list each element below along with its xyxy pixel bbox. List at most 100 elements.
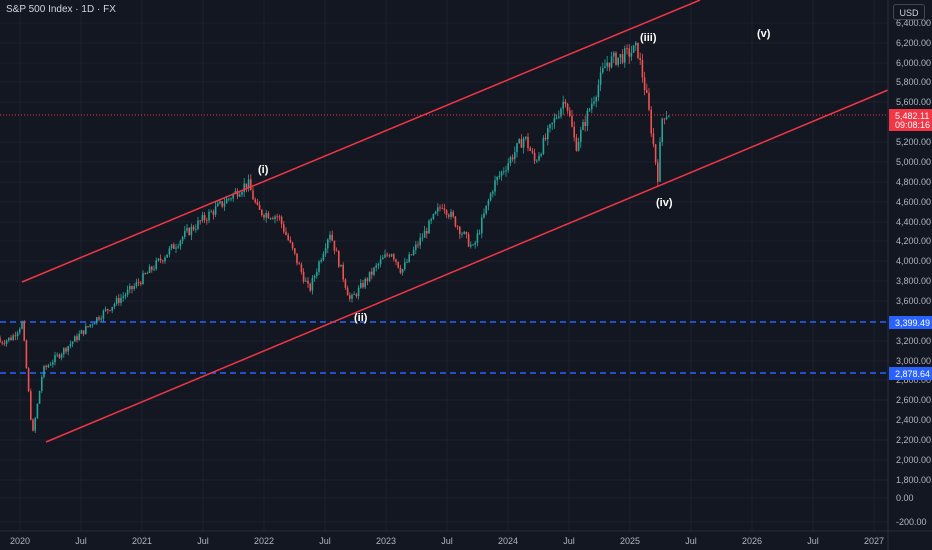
candle-body: [463, 231, 465, 234]
price-axis[interactable]: 6,400.00 6,200.00 6,000.00 5,800.00 5,600.00…: [896, 18, 931, 527]
current-price-value: 5,482.11: [895, 111, 929, 121]
candle-body: [668, 116, 670, 118]
candle-body: [586, 110, 589, 126]
candle-body: [498, 175, 501, 177]
candle-body: [492, 191, 494, 194]
wave-label-5[interactable]: (v): [757, 28, 771, 40]
candle-body: [481, 217, 483, 234]
candle-body: [650, 109, 652, 134]
candle-body: [340, 264, 342, 267]
candle-body: [461, 233, 463, 235]
candle-body: [43, 366, 45, 378]
countdown-value: 09:08:16: [895, 120, 930, 130]
candle-body: [635, 42, 637, 46]
candle-body: [338, 250, 340, 267]
candle-body: [111, 306, 113, 311]
candle-body: [311, 278, 314, 291]
time-tick-label: Jul: [441, 536, 453, 546]
candle-body: [179, 240, 182, 247]
candle-body: [228, 198, 230, 200]
candle-body: [287, 234, 289, 240]
wave-label-2[interactable]: (ii): [354, 312, 368, 324]
wave-label-1[interactable]: (i): [258, 164, 269, 176]
candle-body: [197, 220, 199, 229]
candle-body: [247, 179, 250, 188]
candle-body: [243, 183, 245, 192]
candle-body: [652, 133, 655, 145]
candle-body: [175, 247, 177, 249]
candle-body: [540, 153, 542, 156]
candle-body: [494, 180, 496, 192]
candle-body: [203, 215, 206, 220]
candle-body: [360, 283, 362, 288]
candle-body: [558, 116, 560, 118]
wave-label-4[interactable]: (iv): [656, 197, 673, 209]
candle-body: [47, 365, 50, 368]
candle-body: [93, 323, 96, 325]
wave-label-3[interactable]: (iii): [640, 32, 657, 44]
candle-body: [87, 326, 89, 327]
candle-body: [32, 419, 34, 431]
candle-body: [109, 310, 111, 311]
price-tick-label: 5,600.00: [896, 97, 931, 107]
candle-body: [599, 72, 602, 85]
price-tick-label: 2,000.00: [896, 455, 931, 465]
time-tick-label: 2020: [10, 536, 30, 546]
candle-body: [166, 254, 168, 258]
candle-body: [520, 139, 523, 148]
candle-body: [509, 157, 512, 164]
candle-body: [353, 294, 355, 296]
candle-body: [639, 58, 641, 60]
candle-body: [373, 267, 375, 275]
candle-body: [195, 228, 197, 230]
candle-body: [503, 171, 505, 173]
candle-body: [364, 278, 366, 288]
candle-body: [465, 231, 468, 235]
candle-body: [511, 157, 514, 160]
candle-body: [417, 244, 419, 246]
candle-body: [76, 336, 78, 340]
candle-body: [445, 210, 448, 215]
channel-upper-line[interactable]: [21, 0, 701, 283]
candle-body: [430, 219, 432, 221]
candle-body: [54, 355, 56, 363]
time-tick-label: Jul: [563, 536, 575, 546]
candle-body: [549, 124, 551, 129]
time-tick-label: Jul: [319, 536, 331, 546]
candle-body: [157, 258, 160, 261]
candle-body: [91, 324, 94, 326]
candle-body: [41, 377, 43, 391]
price-tick-label: 3,800.00: [896, 276, 931, 286]
time-axis[interactable]: 2020 Jul 2021 Jul 2022 Jul 2023 Jul 2024 Jul 2025 J…: [10, 536, 884, 546]
candle-body: [522, 138, 525, 148]
currency-button[interactable]: USD: [893, 4, 925, 20]
candle-body: [351, 294, 353, 299]
candle-body: [232, 193, 234, 199]
candle-body: [280, 216, 283, 225]
candle-body: [386, 254, 388, 256]
price-tick-label: -200.00: [896, 517, 927, 527]
level-high-value: 3,399.49: [895, 318, 930, 328]
candle-body: [439, 207, 441, 209]
candle-body: [397, 261, 399, 268]
price-tick-label: 4,200.00: [896, 236, 931, 246]
candle-body: [302, 271, 305, 282]
candle-body: [300, 264, 303, 272]
candle-body: [536, 160, 538, 162]
candle-body: [395, 259, 397, 262]
candle-body: [14, 335, 17, 337]
channel-lower-line[interactable]: [45, 89, 889, 443]
candle-body: [23, 321, 25, 341]
candle-body: [514, 152, 516, 160]
candle-body: [448, 214, 450, 217]
candle-body: [146, 272, 149, 274]
candle-body: [342, 264, 344, 280]
symbol-title[interactable]: S&P 500 Index · 1D · FX: [6, 4, 116, 15]
candle-body: [366, 278, 369, 281]
horizontal-levels[interactable]: [0, 321, 888, 374]
candle-body: [78, 333, 80, 340]
candle-body: [663, 118, 666, 120]
candle-body: [265, 213, 267, 218]
